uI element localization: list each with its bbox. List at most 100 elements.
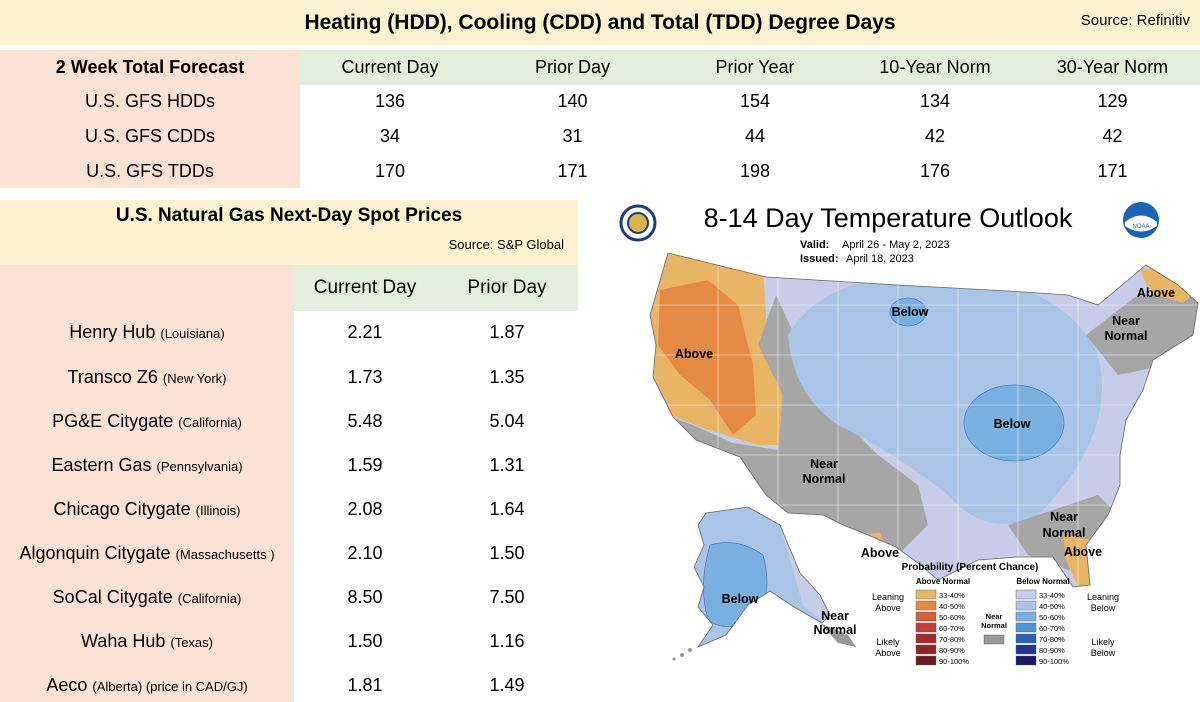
table-cell: 8.50 — [347, 587, 383, 607]
legend-swatch — [915, 633, 937, 644]
legend-likely-below: Below — [1091, 648, 1116, 658]
hub-label: Henry Hub (Louisiana) — [0, 317, 294, 347]
legend-swatch — [1015, 633, 1037, 644]
hub-qualifier: (Pennsylvania) — [156, 459, 243, 474]
table-cell: 1.50 — [489, 543, 525, 563]
table-cell: 31 — [562, 126, 583, 146]
legend-swatch — [915, 600, 937, 611]
table-cell: 34 — [379, 126, 401, 146]
hub-label: Waha Hub (Texas) — [0, 626, 294, 656]
map-title: 8-14 Day Temperature Outlook — [704, 203, 1073, 233]
table-cell: 7.50 — [489, 587, 525, 607]
region-label: Near — [1112, 314, 1140, 328]
legend-swatch — [1015, 611, 1037, 622]
legend-bin-label: 50-60% — [1039, 613, 1065, 622]
hub-qualifier: (Alberta) (price in CAD/GJ) — [92, 679, 248, 694]
legend-bin-label: 90-100% — [1039, 657, 1069, 666]
legend-near-swatch — [983, 634, 1005, 645]
alaska-outline — [693, 506, 831, 648]
legend-likely-above: Likely — [876, 637, 900, 647]
legend-bin-label: 60-70% — [939, 624, 965, 633]
column-header: 30-Year Norm — [1056, 57, 1169, 77]
legend-swatch — [915, 655, 937, 666]
column-header: Prior Day — [467, 277, 547, 298]
table-cell: 5.48 — [347, 411, 383, 431]
region-label: Below — [722, 592, 759, 606]
table-cell: 1.81 — [347, 675, 383, 695]
legend-swatch — [1015, 600, 1037, 611]
legend-bin-label: 40-50% — [939, 602, 965, 611]
hub-name: Henry Hub — [69, 322, 156, 342]
table-cell: 176 — [919, 161, 951, 181]
legend-below-swatches: 33-40% 40-50% 50-60% 60-70% 70-80% 80-90% 90-1… — [1015, 589, 1069, 666]
degree-days-label-column — [0, 50, 300, 188]
legend-near-normal: Near — [986, 612, 1003, 621]
region-label: Above — [861, 546, 899, 560]
hub-name: Eastern Gas — [51, 455, 152, 475]
title-banner — [0, 0, 1200, 45]
legend-bin-label: 80-90% — [1039, 646, 1065, 655]
table-cell: 170 — [374, 161, 406, 181]
table-cell: 2.10 — [347, 543, 383, 563]
conus-outline — [649, 252, 1199, 588]
column-header: 10-Year Norm — [879, 57, 991, 77]
table-cell: 1.59 — [347, 455, 383, 475]
region-label: Normal — [813, 623, 856, 637]
spot-prices-header-row — [294, 265, 578, 311]
legend-below-header: Below Normal — [1016, 577, 1069, 586]
map-legend: Probability (Percent Chance) Above Norma… — [872, 562, 1119, 666]
region-label: Above — [1064, 545, 1102, 559]
legend-leaning-above: Leaning — [872, 592, 904, 602]
hub-name: PG&E Citygate — [52, 411, 174, 431]
legend-above-header: Above Normal — [916, 577, 970, 586]
column-header: Current Day — [313, 277, 417, 298]
legend-bin-label: 60-70% — [1039, 624, 1065, 633]
region-label: Near — [810, 457, 838, 471]
region-label: Above — [675, 347, 713, 361]
region-label: Near — [821, 609, 849, 623]
legend-likely-above: Above — [875, 648, 901, 658]
hub-name: Algonquin Citygate — [19, 543, 171, 563]
hub-label: Transco Z6 (New York) — [0, 362, 294, 392]
legend-near-normal: Normal — [981, 621, 1007, 630]
hub-qualifier: (California) — [177, 591, 242, 606]
degree-days-section-label: 2 Week Total Forecast — [55, 57, 245, 77]
spot-prices-title: U.S. Natural Gas Next-Day Spot Prices — [115, 205, 463, 226]
legend-swatch — [1015, 655, 1037, 666]
table-cell: 1.35 — [489, 367, 525, 387]
table-cell: 171 — [1097, 161, 1128, 181]
table-cell: 1.31 — [489, 455, 525, 475]
legend-leaning-above: Above — [875, 603, 901, 613]
legend-swatch — [1015, 622, 1037, 633]
table-cell: 198 — [739, 161, 771, 181]
table-cell: 140 — [557, 91, 588, 111]
table-cell: 1.73 — [347, 367, 383, 387]
table-cell: 42 — [1102, 126, 1123, 146]
noaa-logo-text: NOAA — [1132, 224, 1149, 230]
hub-name: Aeco — [46, 675, 88, 695]
legend-bin-label: 90-100% — [939, 657, 969, 666]
legend-bin-label: 50-60% — [939, 613, 965, 622]
hub-label: Aeco (Alberta) (price in CAD/GJ) — [0, 670, 294, 700]
valid-label: Valid: — [800, 239, 829, 251]
legend-swatch — [915, 589, 937, 600]
table-cell: 1.16 — [489, 631, 525, 651]
table-cell: 1.64 — [489, 499, 525, 519]
region-label: Normal — [1104, 329, 1147, 343]
aleutian-islands — [672, 623, 856, 661]
hub-qualifier: (Massachusetts ) — [175, 547, 275, 562]
hub-name: Chicago Citygate — [53, 499, 191, 519]
table-cell: 134 — [919, 91, 951, 111]
legend-title: Probability (Percent Chance) — [902, 562, 1039, 573]
hub-label: SoCal Citygate (California) — [0, 582, 294, 612]
hub-label: Chicago Citygate (Illinois) — [0, 494, 294, 524]
region-label: Near — [1050, 510, 1078, 524]
table-cell: 5.04 — [489, 411, 525, 431]
hub-label: Algonquin Citygate (Massachusetts ) — [0, 538, 294, 568]
legend-leaning-below: Leaning — [1087, 592, 1119, 602]
source-label: Source: Refinitiv — [1080, 12, 1190, 29]
noaa-logo-icon: NOAA — [1123, 202, 1159, 238]
legend-swatch — [1015, 589, 1037, 600]
column-header: Current Day — [341, 57, 439, 77]
table-row-label: U.S. GFS HDDs — [84, 91, 215, 111]
